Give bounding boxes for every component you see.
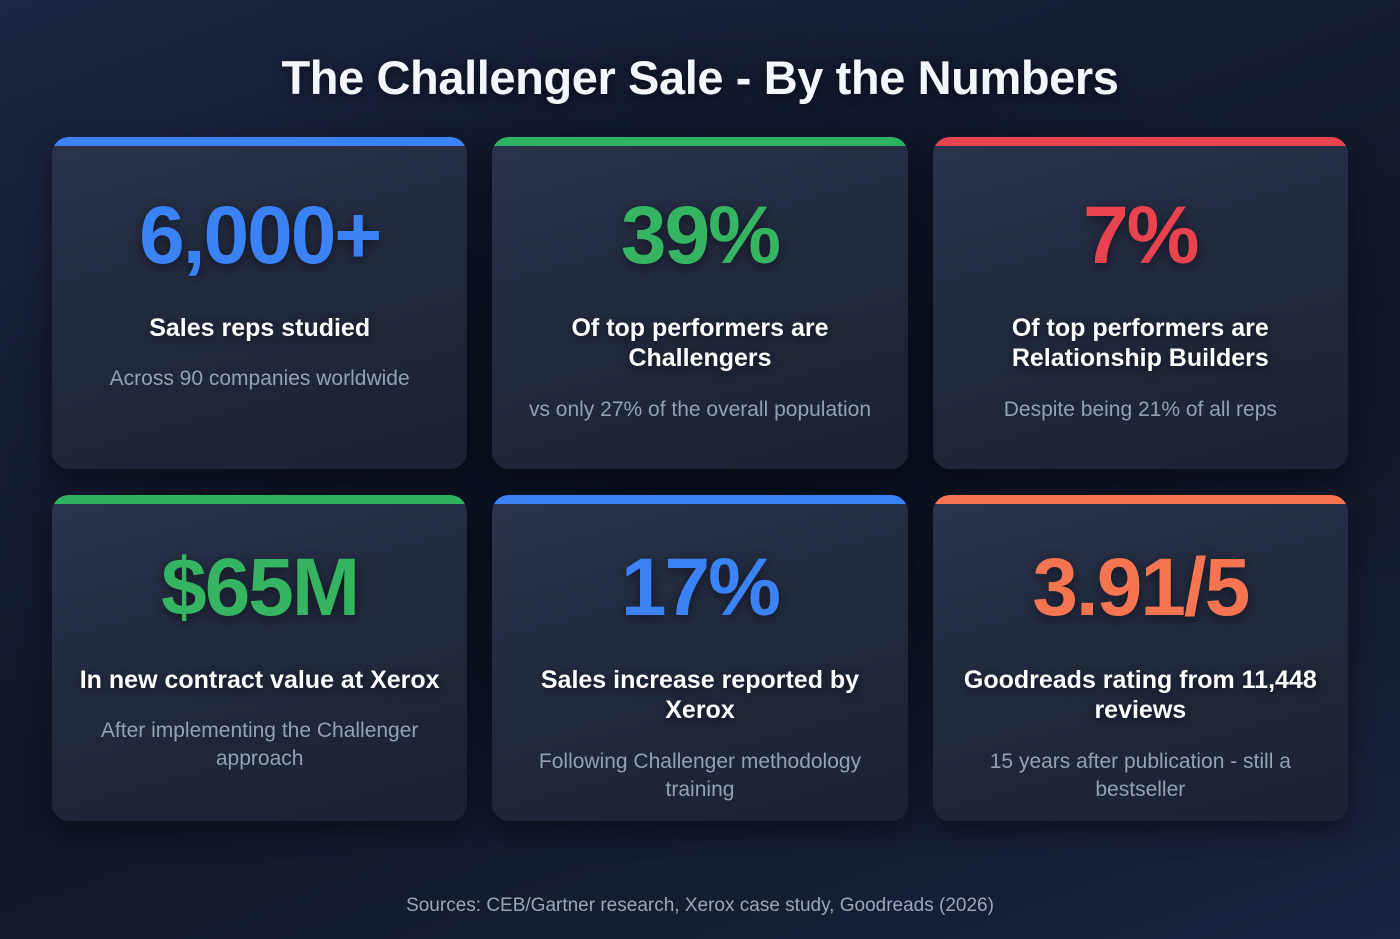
sources-footer: Sources: CEB/Gartner research, Xerox cas… (406, 895, 994, 916)
stat-label: Sales reps studied (149, 313, 371, 342)
stat-card: $65M In new contract value at Xerox Afte… (52, 494, 468, 821)
card-accent-bar (52, 494, 468, 504)
stat-card: 17% Sales increase reported by Xerox Fol… (492, 494, 908, 821)
stat-subtext: Following Challenger methodology trainin… (538, 750, 862, 801)
stat-value: 3.91/5 (1032, 541, 1250, 633)
stat-label: Of top performers are Challengers (571, 313, 829, 373)
card-accent-bar (932, 494, 1348, 504)
card-accent-bar (52, 136, 468, 146)
stat-subtext: Despite being 21% of all reps (1003, 398, 1277, 422)
card-accent-bar (492, 494, 908, 504)
stat-card: 6,000+ Sales reps studied Across 90 comp… (52, 136, 468, 469)
stat-value: 7% (1083, 189, 1200, 281)
stat-label: Goodreads rating from 11,448 reviews (963, 665, 1317, 725)
stat-card: 3.91/5 Goodreads rating from 11,448 revi… (932, 494, 1348, 821)
stat-card: 7% Of top performers are Relationship Bu… (932, 136, 1348, 469)
stat-value: $65M (161, 541, 360, 633)
stat-subtext: Across 90 companies worldwide (109, 367, 410, 391)
stat-card-grid: 6,000+ Sales reps studied Across 90 comp… (52, 136, 1348, 821)
card-accent-bar (932, 136, 1348, 146)
stat-value: 39% (620, 189, 781, 281)
stat-subtext: 15 years after publication - still a bes… (989, 750, 1291, 801)
stat-value: 6,000+ (139, 189, 382, 281)
stat-card: 39% Of top performers are Challengers vs… (492, 136, 908, 469)
stat-label: In new contract value at Xerox (79, 665, 440, 694)
card-accent-bar (492, 136, 908, 146)
stat-subtext: After implementing the Challenger approa… (100, 719, 419, 771)
stat-label: Of top performers are Relationship Build… (1011, 313, 1269, 373)
stat-value: 17% (620, 541, 781, 633)
stat-label: Sales increase reported by Xerox (540, 665, 860, 725)
page-title: The Challenger Sale - By the Numbers (281, 51, 1119, 104)
stat-subtext: vs only 27% of the overall population (528, 398, 872, 422)
